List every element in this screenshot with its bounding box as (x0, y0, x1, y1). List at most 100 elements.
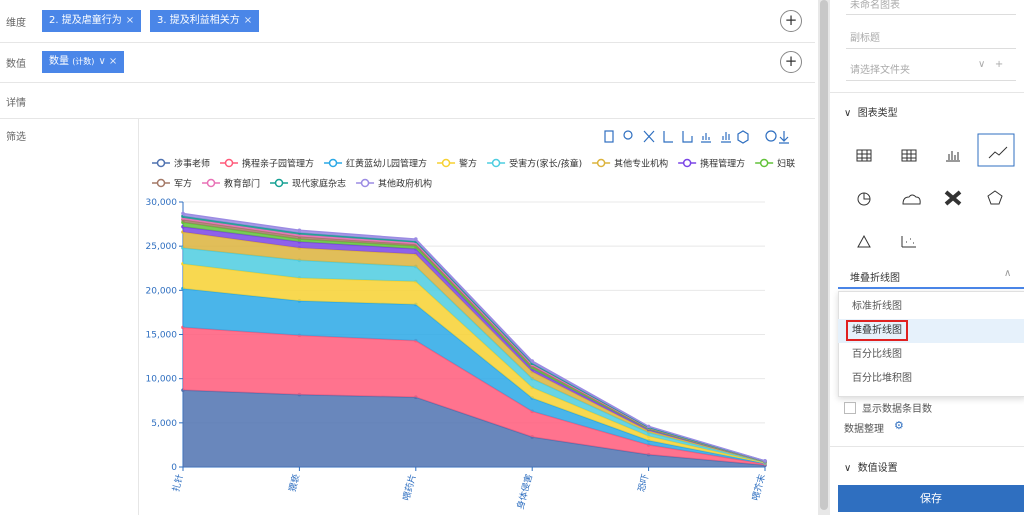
x-tick-label: 猥亵 (286, 473, 302, 494)
point (181, 211, 185, 216)
legend-marker (360, 178, 370, 188)
area (183, 390, 765, 467)
details-label: 详情 (6, 98, 26, 109)
dimension-chip[interactable]: 3. 提及利益相关方 × (150, 10, 260, 32)
data-tidy[interactable]: 数据整理 (844, 424, 884, 435)
legend-marker (206, 178, 216, 188)
subtitle-input[interactable]: 副标题 (850, 33, 880, 44)
add-button[interactable]: + (780, 51, 802, 73)
measure-row: 数值 数量 (计数) ∨ × + (0, 42, 815, 83)
legend-label: 携程亲子园管理方 (242, 158, 314, 170)
legend-item[interactable]: 其他专业机构 (592, 158, 668, 170)
section-header[interactable]: ∨ 图表类型 (844, 108, 898, 119)
point (763, 459, 767, 463)
legend-marker (328, 158, 338, 168)
settings-panel: 未命名图表 副标题 请选择文件夹 ∨ + ∨ 图表类型 堆叠折线图 ∧ 标准折线… (830, 0, 1024, 515)
legend-item[interactable]: 现代家庭杂志 (270, 178, 346, 190)
dropdown-option[interactable]: 百分比线图 (852, 349, 902, 360)
point (414, 237, 418, 241)
legend-marker (274, 178, 284, 188)
legend-label: 红黄蓝幼儿园管理方 (346, 158, 427, 170)
point (297, 228, 302, 233)
legend-label: 妇联 (777, 158, 795, 170)
legend-item[interactable]: 教育部门 (202, 178, 260, 190)
area (183, 288, 765, 464)
legend-marker (156, 178, 166, 188)
dimension-row: 维度 2. 提及虐童行为 × 3. 提及利益相关方 × + (0, 0, 815, 43)
option-text: 堆叠折线图 (846, 320, 908, 341)
legend-label: 军方 (174, 178, 192, 190)
point (646, 424, 651, 429)
section-header[interactable]: ∨ 数值设置 (844, 463, 898, 474)
legend-marker (491, 158, 501, 168)
x-tick-label: 扎针 (170, 473, 186, 494)
title-input[interactable]: 未命名图表 (850, 0, 900, 11)
chart: 0 5,000 10,000 15,000 20,000 25,000 30,000 扎针 猥亵… (146, 130, 795, 511)
y-tick-label: 15,000 (146, 331, 178, 341)
legend-item[interactable]: 军方 (152, 178, 192, 190)
x-tick-label: 喂芥末 (749, 473, 768, 502)
legend-marker (682, 158, 692, 168)
y-tick-label: 5,000 (151, 419, 177, 429)
point (530, 359, 534, 363)
measure-chip[interactable]: 数量 (计数) ∨ × (42, 51, 125, 73)
x-tick-label: 喂药片 (400, 473, 419, 502)
legend-item[interactable]: 携程管理方 (678, 158, 745, 170)
dropdown-option[interactable]: 百分比堆积图 (852, 373, 912, 384)
dropdown-option[interactable]: 标准折线图 (852, 301, 902, 312)
filter-label: 筛选 (6, 132, 26, 143)
toolbar[interactable] (604, 130, 789, 144)
legend-label: 涉事老师 (174, 158, 210, 170)
x-tick-label: 恐吓 (636, 473, 651, 493)
line (182, 212, 766, 462)
legend-marker (156, 158, 166, 168)
dimension-chip[interactable]: 2. 提及虐童行为 × (42, 10, 142, 32)
dimension-label: 维度 (6, 18, 26, 29)
legend-item[interactable]: 警方 (437, 158, 477, 170)
legend-item[interactable]: 受害方(家长/孩童) (487, 158, 582, 170)
legend-label: 受害方(家长/孩童) (509, 158, 582, 170)
save-button[interactable]: 保存 (838, 485, 1024, 512)
area (183, 247, 765, 463)
legend-marker (596, 158, 606, 168)
legend-item[interactable]: 涉事老师 (152, 158, 210, 170)
section-title: 图表类型 (857, 108, 898, 119)
chart-type-select[interactable]: 堆叠折线图 (850, 273, 900, 284)
chip-text: 3. 提及利益相关方 (157, 15, 240, 26)
legend-label: 携程管理方 (700, 158, 745, 170)
legend-marker (759, 158, 769, 168)
legend-item[interactable]: 携程亲子园管理方 (220, 158, 314, 170)
legend-item[interactable]: 妇联 (755, 158, 795, 170)
y-tick-label: 20,000 (146, 286, 178, 296)
chip-note: (计数) (72, 57, 95, 66)
dropdown (838, 291, 1024, 397)
checkbox[interactable] (844, 402, 856, 414)
chart-type-icons[interactable] (830, 130, 1024, 260)
chip-text: 2. 提及虐童行为 (49, 15, 122, 26)
legend-label: 现代家庭杂志 (292, 178, 346, 190)
y-tick-label: 30,000 (146, 198, 178, 208)
chip-text: 数量 (49, 56, 69, 67)
legend-marker (224, 158, 234, 168)
y-tick-label: 25,000 (146, 242, 178, 252)
y-tick-label: 0 (171, 463, 177, 473)
legend-label: 警方 (459, 158, 477, 170)
details-row: 详情 (0, 82, 815, 119)
legend-label: 教育部门 (224, 178, 260, 190)
folder-select[interactable]: 请选择文件夹 (850, 65, 910, 76)
y-tick-label: 10,000 (146, 375, 178, 385)
legend-item[interactable]: 红黄蓝幼儿园管理方 (324, 158, 427, 170)
legend-item[interactable]: 其他政府机构 (356, 178, 432, 190)
add-button[interactable]: + (780, 10, 802, 32)
legend-label: 其他专业机构 (614, 158, 668, 170)
scroll-thumb[interactable] (820, 0, 828, 510)
dropdown-option[interactable]: 堆叠折线图 (838, 319, 1024, 343)
area (183, 263, 765, 464)
section-title: 数值设置 (857, 463, 898, 474)
filter-cell: 筛选 (0, 118, 139, 515)
area (183, 327, 765, 466)
measure-label: 数值 (6, 59, 26, 70)
legend-label: 其他政府机构 (378, 178, 432, 190)
checkbox-label: 显示数据条目数 (862, 404, 932, 415)
